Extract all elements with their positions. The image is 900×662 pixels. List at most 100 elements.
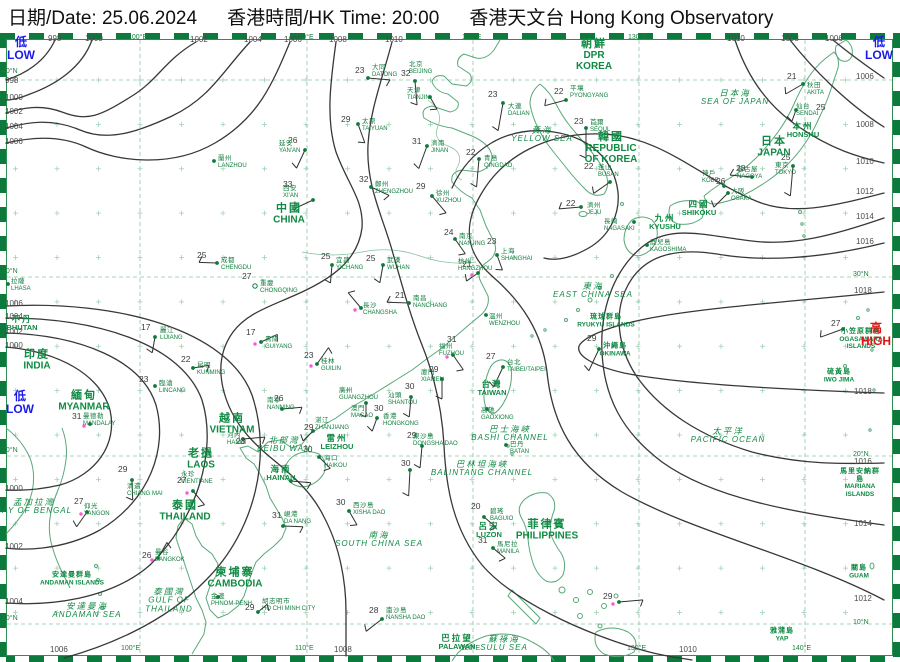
station-name-zh: 大阪: [731, 186, 745, 195]
station-temperature: 29: [603, 591, 613, 601]
chart-header: 日期/Date: 25.06.2024 香港時間/HK Time: 20:00 …: [0, 0, 900, 33]
wind-barb-shaft: [282, 525, 304, 528]
geo-label-vietnam: 越南 VIETNAM: [210, 412, 255, 435]
graticule-plus: [594, 388, 599, 394]
station-name-en: SENDAI: [796, 111, 819, 117]
wind-barb-shaft: [476, 158, 480, 187]
graticule-plus: [179, 388, 184, 394]
station-dot: [584, 126, 588, 130]
graticule-plus: [635, 343, 641, 349]
wind-barb-shaft: [496, 254, 503, 271]
wind-barb-feather: [166, 542, 172, 549]
station-dot: [791, 164, 795, 168]
wind-barb-shaft: [493, 366, 504, 388]
station-temperature: 29: [587, 333, 597, 343]
station-dot: [451, 353, 455, 357]
graticule-plus: [303, 343, 309, 349]
station-name-zh: 碧瑤: [490, 506, 504, 515]
geo-label-zh: 泰國: [171, 499, 198, 512]
wind-barb-shaft: [370, 186, 390, 196]
station-name-zh: 清邁: [127, 481, 141, 490]
station-name-zh: 濟州: [587, 200, 601, 209]
geo-label-zh: 台灣: [481, 379, 503, 390]
wind-barb-shaft: [379, 264, 384, 283]
wind-barb-shaft: [131, 479, 134, 501]
station-name-zh: 太原: [362, 116, 376, 125]
geo-label-en: BASHI CHANNEL: [471, 433, 549, 443]
graticule-label: 40°N: [2, 68, 18, 75]
station-temperature: 23: [304, 350, 314, 360]
pressure-center-en: LOW: [7, 47, 35, 62]
station-dot: [375, 416, 379, 420]
station-name-en: FUZHOU: [439, 351, 464, 357]
geo-label-zh: 巴士海峽: [488, 423, 531, 434]
station-name-en: HANGZHOU: [458, 266, 492, 272]
station-dot: [130, 478, 134, 482]
geo-label-en: YAP: [775, 635, 789, 643]
geo-label-en: IWO JIMA: [823, 376, 855, 384]
station-temperature: 28: [736, 163, 746, 173]
station-name-zh: 西沙島: [353, 500, 374, 509]
map-border-right: [893, 33, 900, 662]
station-temperature: 31: [412, 136, 422, 146]
geo-label-zh: 雷州: [326, 433, 348, 444]
graticule-label: 110°E: [295, 34, 314, 41]
station-dot: [303, 148, 307, 152]
station-dot: [645, 243, 649, 247]
graticule-plus: [760, 565, 765, 571]
station-name-zh: 鹿兒島: [650, 237, 671, 246]
geo-label-en: SHIKOKU: [681, 208, 717, 218]
graticule-plus: [511, 610, 516, 615]
station-temperature: 29: [407, 430, 417, 440]
station-name-zh: 貴陽: [265, 334, 279, 343]
graticule-plus: [13, 255, 18, 260]
station-name-zh: 東京: [775, 160, 789, 169]
graticule-plus: [511, 565, 516, 571]
graticule-plus: [594, 432, 599, 438]
station-name-en: WUHAN: [387, 265, 410, 271]
graticule-plus: [801, 476, 807, 482]
graticule-plus: [552, 476, 558, 482]
station-dot: [413, 79, 417, 83]
station-name-en: LHASA: [11, 286, 31, 292]
graticule-plus: [345, 476, 350, 482]
wind-barb-shaft: [429, 96, 438, 110]
wind-barb-feather: [197, 504, 205, 508]
station-name-en: HAIKOU: [324, 463, 347, 469]
station-temperature: 24: [444, 227, 454, 237]
graticule-plus: [96, 166, 101, 172]
wind-barb-shaft: [302, 430, 314, 442]
graticule-plus: [386, 388, 392, 394]
station-dot: [156, 556, 160, 560]
wind-barb-shaft: [348, 510, 358, 526]
station-name-zh: 平壤: [570, 83, 584, 92]
graticule-plus: [262, 610, 267, 615]
geo-label-luzon: 呂宋 LUZON: [476, 521, 502, 540]
station-name-en: HO CHI MINH CITY: [262, 606, 315, 612]
graticule-plus: [635, 521, 641, 527]
station-name-en: DALIAN: [508, 111, 530, 117]
wind-barb-feather: [383, 195, 390, 201]
wind-barb-shaft: [419, 445, 423, 468]
geo-label-en: OKINAWA: [599, 350, 631, 358]
graticule-plus: [594, 610, 599, 615]
graticule-plus: [179, 121, 184, 127]
graticule-label: 10°N: [2, 615, 18, 622]
geo-label-zh: 黃海: [531, 124, 553, 135]
wind-barb-feather: [198, 255, 203, 263]
graticule-plus: [428, 565, 433, 571]
station-name-en: BAGUIO: [490, 516, 514, 522]
geo-label-en: SULU SEA: [480, 643, 528, 653]
chart-date: 日期/Date: 25.06.2024: [8, 8, 198, 29]
station-name-en: JEJU: [587, 210, 601, 216]
graticule-plus: [635, 299, 641, 305]
